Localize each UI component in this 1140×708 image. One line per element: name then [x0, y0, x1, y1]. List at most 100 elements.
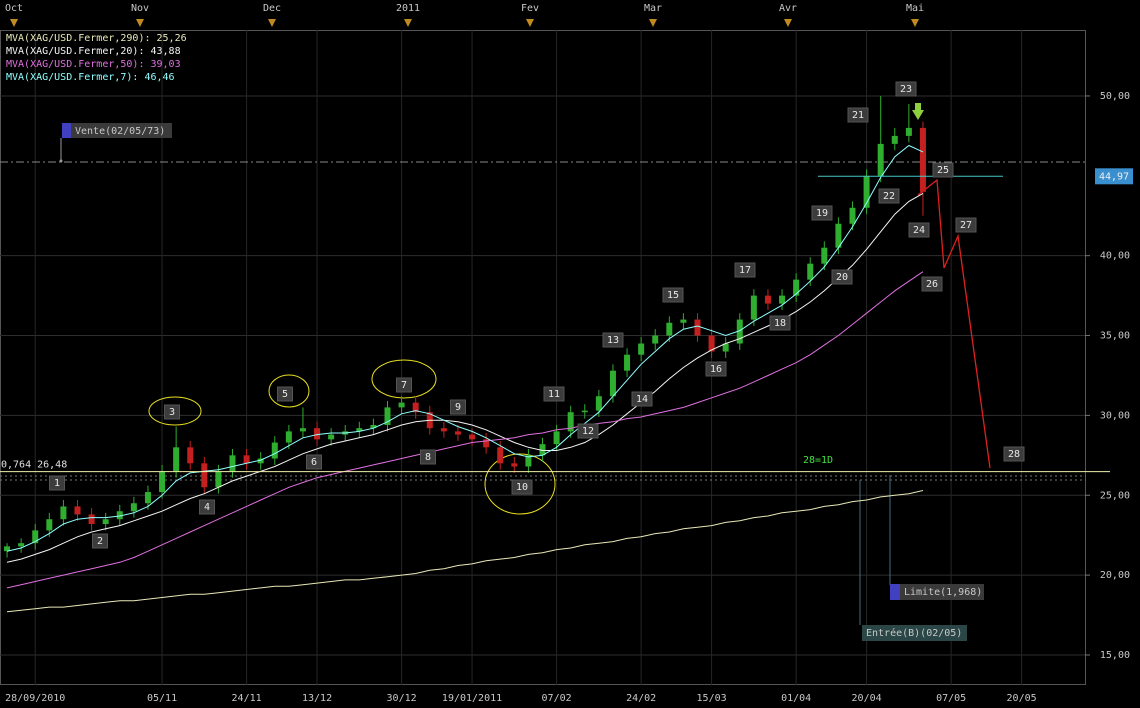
highlight-ellipse [371, 359, 437, 399]
month-marker [526, 19, 534, 27]
candle-body [88, 514, 95, 525]
annotation-box [306, 454, 322, 470]
month-label: Mar [644, 3, 662, 14]
level-label: 0,764 26,48 [1, 460, 67, 471]
candle-body [919, 127, 926, 192]
annotation-label: 9 [455, 402, 461, 413]
ma-line [6, 271, 924, 589]
order-label: Entrée(B)(02/05) [866, 627, 962, 639]
y-tick-label: 25,00 [1100, 490, 1130, 501]
candle-body [525, 455, 532, 467]
candle-body [328, 434, 335, 440]
candle-body [624, 354, 631, 371]
candle-body [694, 319, 701, 336]
candle-body [652, 335, 659, 344]
candle-body [567, 412, 574, 432]
candle-body [32, 530, 39, 544]
sell-arrow [912, 110, 924, 120]
annotation-label: 23 [900, 84, 912, 95]
plot-frame [0, 30, 1086, 685]
annotation-box [847, 107, 869, 123]
annotation-box [1003, 446, 1025, 462]
candle-body [356, 428, 363, 432]
annotation-label: 15 [667, 290, 679, 301]
candle-body [299, 428, 306, 432]
annotation-label: 14 [636, 394, 648, 405]
candle-body [638, 343, 645, 355]
y-tick-label: 20,00 [1100, 570, 1130, 581]
annotation-label: 5 [282, 389, 288, 400]
annotation-box [577, 423, 599, 439]
candle-body [384, 407, 391, 425]
month-marker [649, 19, 657, 27]
candle-body [779, 295, 786, 304]
candle-body [680, 319, 687, 323]
annotation-label: 12 [582, 426, 594, 437]
ma-line [6, 490, 924, 613]
candle-body [581, 410, 588, 413]
candle-body [807, 263, 814, 280]
month-marker [10, 19, 18, 27]
annotation-box [734, 262, 756, 278]
candle-body [74, 506, 81, 515]
x-tick-label: 30/12 [387, 693, 417, 704]
annotation-label: 7 [401, 380, 407, 391]
order-box [62, 123, 172, 138]
candle-body [285, 431, 292, 443]
order-label: Vente(02/05/73) [75, 126, 165, 137]
candle-body [835, 223, 842, 248]
annotation-label: 8 [425, 452, 431, 463]
month-marker [268, 19, 276, 27]
order-marker [62, 123, 71, 138]
annotation-label: 19 [816, 208, 828, 219]
month-marker [911, 19, 919, 27]
annotation-label: 4 [204, 502, 210, 513]
candle-body [877, 143, 884, 176]
candle-body [539, 444, 546, 456]
y-tick-label: 35,00 [1100, 331, 1130, 342]
month-label: Nov [131, 3, 149, 14]
decorations: Vente(02/05/73) Limite(1,968) Entrée(B)(… [0, 103, 1086, 641]
annotation-label: 20 [836, 272, 848, 283]
annotation-box [396, 377, 412, 393]
month-label: Mai [906, 3, 924, 14]
annotation-label: 26 [926, 279, 938, 290]
candle-body [4, 546, 11, 552]
price-tag-label: 44,97 [1099, 171, 1129, 182]
annotation-box [511, 479, 533, 495]
candle-body [609, 370, 616, 397]
annotation-box [199, 499, 215, 515]
candle-body [750, 295, 757, 320]
annotation-box [705, 361, 727, 377]
x-tick-label: 15/03 [697, 693, 727, 704]
month-marker [784, 19, 792, 27]
x-tick-label: 20/04 [852, 693, 882, 704]
annotation-label: 6 [311, 457, 317, 468]
annotation-box [769, 315, 791, 331]
candle-body [60, 506, 67, 520]
ratio-label: 28=1D [803, 455, 833, 466]
annotation-box [831, 269, 853, 285]
price-tag [1095, 168, 1133, 185]
month-label: Dec [263, 3, 281, 14]
candle-body [821, 247, 828, 264]
annotation-label: 28 [1008, 449, 1020, 460]
annotation-box [921, 276, 943, 292]
legend-entry: MVA(XAG/USD.Fermer,50): 39,03 [6, 59, 181, 70]
candle-body [187, 447, 194, 464]
annotation-label: 1 [54, 478, 60, 489]
candle-body [243, 455, 250, 464]
candle-body [497, 447, 504, 464]
candle-body [666, 322, 673, 336]
candle-body [201, 463, 208, 488]
candle-body [271, 442, 278, 459]
candle-body [511, 463, 518, 467]
x-tick-label: 19/01/2011 [442, 693, 502, 704]
candle-body [314, 428, 321, 440]
candle-body [173, 447, 180, 472]
annotation-label: 18 [774, 318, 786, 329]
annotation-label: 25 [937, 165, 949, 176]
annotation-box [662, 287, 684, 303]
